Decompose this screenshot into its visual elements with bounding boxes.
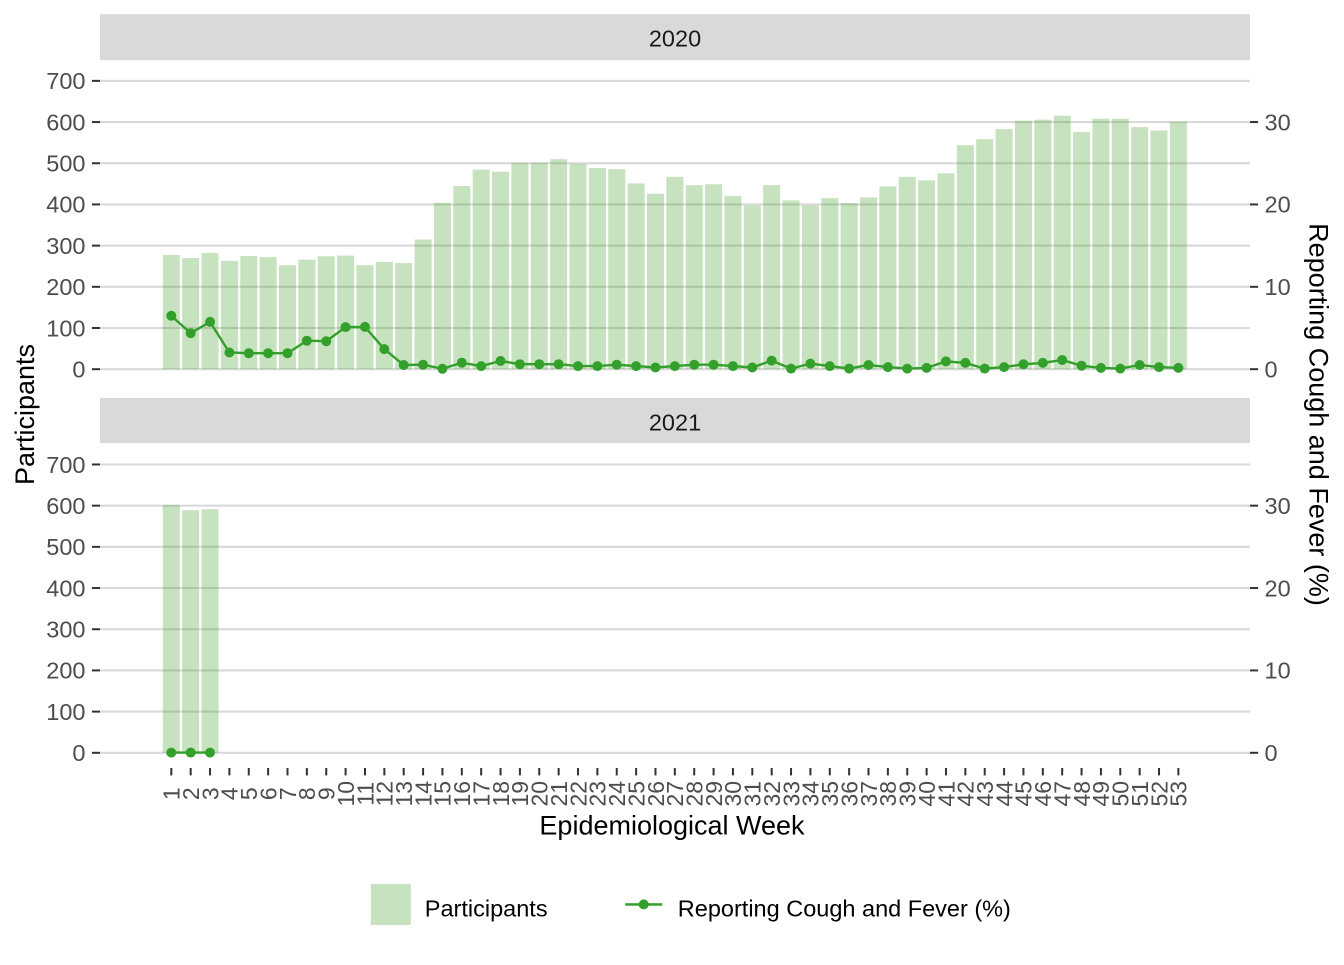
- svg-text:2: 2: [178, 787, 204, 800]
- svg-text:500: 500: [46, 534, 85, 560]
- svg-text:15: 15: [430, 781, 456, 807]
- svg-text:24: 24: [604, 781, 630, 807]
- svg-text:Reporting Cough and Fever (%): Reporting Cough and Fever (%): [1304, 223, 1334, 606]
- svg-text:10: 10: [1265, 274, 1291, 300]
- svg-text:30: 30: [720, 781, 746, 807]
- svg-text:14: 14: [410, 781, 436, 807]
- svg-text:41: 41: [933, 781, 959, 807]
- svg-text:600: 600: [46, 493, 85, 519]
- svg-text:0: 0: [1265, 740, 1278, 766]
- svg-text:13: 13: [391, 781, 417, 807]
- svg-text:20: 20: [527, 781, 553, 807]
- svg-text:12: 12: [372, 781, 398, 807]
- svg-text:42: 42: [953, 781, 979, 807]
- svg-text:53: 53: [1166, 781, 1192, 807]
- svg-text:0: 0: [1265, 357, 1278, 383]
- svg-text:30: 30: [1265, 109, 1291, 135]
- svg-text:4: 4: [217, 787, 243, 800]
- svg-text:38: 38: [875, 781, 901, 807]
- svg-text:39: 39: [895, 781, 921, 807]
- svg-text:47: 47: [1049, 781, 1075, 807]
- svg-text:22: 22: [565, 781, 591, 807]
- svg-text:100: 100: [46, 315, 85, 341]
- svg-text:8: 8: [294, 787, 320, 800]
- svg-text:26: 26: [643, 781, 669, 807]
- svg-text:18: 18: [488, 781, 514, 807]
- svg-text:3: 3: [197, 787, 223, 800]
- svg-text:37: 37: [856, 781, 882, 807]
- svg-text:20: 20: [1265, 192, 1291, 218]
- svg-text:48: 48: [1069, 781, 1095, 807]
- svg-text:200: 200: [46, 658, 85, 684]
- svg-text:16: 16: [449, 781, 475, 807]
- svg-text:400: 400: [46, 575, 85, 601]
- svg-text:50: 50: [1108, 781, 1134, 807]
- svg-text:200: 200: [46, 274, 85, 300]
- svg-text:300: 300: [46, 617, 85, 643]
- svg-text:34: 34: [798, 781, 824, 807]
- svg-text:28: 28: [682, 781, 708, 807]
- svg-text:51: 51: [1127, 781, 1153, 807]
- svg-text:20: 20: [1265, 575, 1291, 601]
- svg-text:2021: 2021: [649, 410, 701, 436]
- svg-text:29: 29: [701, 781, 727, 807]
- svg-text:Reporting Cough and Fever (%): Reporting Cough and Fever (%): [678, 896, 1011, 922]
- svg-text:31: 31: [740, 781, 766, 807]
- svg-text:49: 49: [1088, 781, 1114, 807]
- svg-text:46: 46: [1030, 781, 1056, 807]
- svg-text:5: 5: [236, 787, 262, 800]
- svg-text:Participants: Participants: [10, 344, 40, 485]
- svg-text:Participants: Participants: [425, 896, 548, 922]
- svg-text:10: 10: [333, 781, 359, 807]
- svg-text:400: 400: [46, 192, 85, 218]
- svg-text:27: 27: [662, 781, 688, 807]
- svg-text:Epidemiological Week: Epidemiological Week: [539, 811, 805, 841]
- svg-text:9: 9: [314, 787, 340, 800]
- svg-text:0: 0: [72, 740, 85, 766]
- svg-text:700: 700: [46, 452, 85, 478]
- svg-text:43: 43: [972, 781, 998, 807]
- svg-text:1: 1: [159, 787, 185, 800]
- svg-text:100: 100: [46, 699, 85, 725]
- svg-text:35: 35: [817, 781, 843, 807]
- svg-text:17: 17: [468, 781, 494, 807]
- svg-text:52: 52: [1146, 781, 1172, 807]
- svg-text:32: 32: [759, 781, 785, 807]
- svg-text:700: 700: [46, 68, 85, 94]
- svg-text:40: 40: [914, 781, 940, 807]
- svg-text:11: 11: [352, 782, 378, 806]
- svg-text:21: 21: [546, 781, 572, 807]
- svg-text:25: 25: [623, 781, 649, 807]
- svg-text:6: 6: [255, 787, 281, 800]
- svg-text:7: 7: [275, 787, 301, 800]
- svg-text:33: 33: [778, 781, 804, 807]
- svg-text:10: 10: [1265, 658, 1291, 684]
- svg-text:45: 45: [1011, 781, 1037, 807]
- svg-text:300: 300: [46, 233, 85, 259]
- svg-text:36: 36: [836, 781, 862, 807]
- svg-text:600: 600: [46, 109, 85, 135]
- svg-text:30: 30: [1265, 493, 1291, 519]
- svg-text:0: 0: [72, 357, 85, 383]
- svg-text:23: 23: [585, 781, 611, 807]
- svg-text:2020: 2020: [649, 26, 701, 52]
- svg-text:500: 500: [46, 151, 85, 177]
- svg-text:44: 44: [991, 781, 1017, 807]
- svg-text:19: 19: [507, 781, 533, 807]
